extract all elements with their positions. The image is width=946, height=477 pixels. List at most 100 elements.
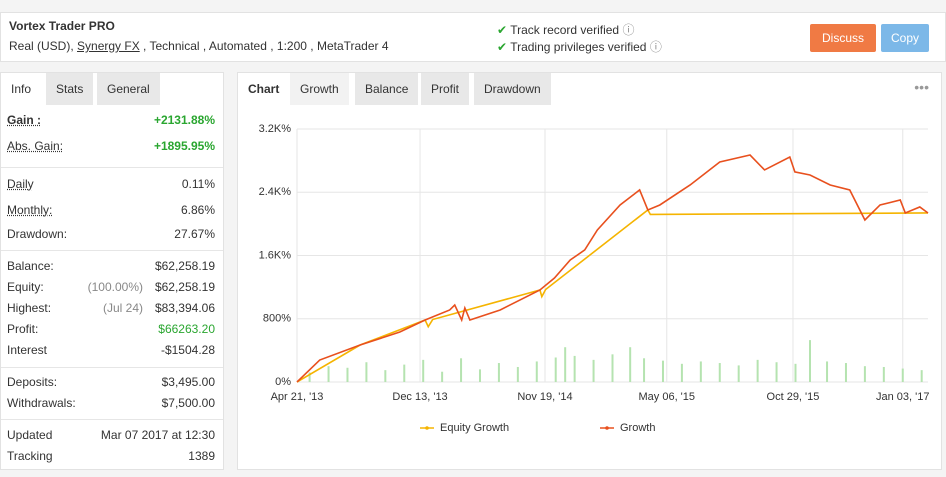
check: ✔ [497,23,508,37]
value: $66263.20 [158,322,215,336]
tab[interactable]: Profit [421,73,470,105]
value: $62,258.19 [154,259,215,273]
bar [564,347,567,382]
text: Track record verified [510,23,620,37]
bar [308,372,311,382]
y-tick-label: 1.6K% [259,249,292,261]
copy-button[interactable]: Copy [881,24,929,52]
stat-row: Balance: $62,258.19 [7,257,215,275]
bar [844,363,847,382]
label: Updated [7,428,53,442]
value: $3,495.00 [161,375,215,389]
info-icon[interactable]: ⓘ [622,23,635,37]
tab[interactable]: Stats [46,73,94,105]
label: Monthly: [7,203,53,217]
tab[interactable]: Drawdown [474,73,551,105]
title: Vortex Trader PRO [9,19,115,33]
label: Profit: [7,322,39,336]
value: 0.11% [181,177,215,191]
tab[interactable]: Growth [290,73,349,105]
label: Withdrawals: [7,396,76,410]
value: 6.86% [180,203,215,217]
account-info: Real (USD), Synergy FX , Technical , Aut… [9,39,389,53]
value: -$1504.28 [160,343,215,357]
label: Abs. Gain: [7,139,64,153]
x-tick-label: Jan 03, '17 [876,391,929,403]
stat-row: Gain : +2131.88% [7,111,215,129]
bar [826,361,829,382]
bar [737,365,740,382]
legend-dot [605,426,609,430]
tab[interactable]: Chart [238,73,290,105]
bar [756,359,759,382]
x-tick-label: Dec 13, '13 [392,391,447,403]
value: 1389 [188,449,215,463]
line [296,154,929,383]
tab[interactable]: Balance [355,73,419,105]
legend-label: Equity Growth [440,422,509,434]
bar [327,366,330,382]
separator [1,167,223,168]
note: (Jul 24) [102,301,143,315]
value: $7,500.00 [161,396,215,410]
value: $83,394.06 [154,301,215,315]
stat-row: Daily 0.11% [7,175,215,193]
bar [901,368,904,382]
bar [554,357,557,382]
text: Real (USD), [9,39,78,53]
bar [680,363,683,382]
stat-row: Interest -$1504.28 [7,341,215,359]
stat-row: Highest: (Jul 24) $83,394.06 [7,299,215,317]
legend-dot [425,426,429,430]
bar [460,358,463,382]
bar [643,358,646,382]
bar [611,354,614,382]
tab[interactable]: General [97,73,160,105]
text: Trading privileges verified [510,40,647,54]
stat-row: Abs. Gain: +1895.95% [7,137,215,155]
label: Tracking [7,449,53,463]
value: +1895.95% [153,139,215,153]
text: , Technical , Automated , 1:200 , MetaTr… [139,39,389,53]
bar [718,363,721,382]
value: +2131.88% [153,113,215,127]
label: Drawdown: [7,227,68,241]
value: 27.67% [174,227,215,241]
separator [1,419,223,420]
stat-row: Deposits: $3,495.00 [7,373,215,391]
bar [365,362,368,382]
bar [592,359,595,382]
label: Balance: [7,259,54,273]
bar [403,364,406,382]
bar [699,361,702,382]
bar [863,366,866,382]
verified: ✔ Track record verified ⓘ [497,21,634,38]
separator [1,250,223,251]
menu[interactable]: ••• [914,79,929,95]
stat-row: Tracking 1389 [7,447,215,465]
y-tick-label: 0% [275,376,291,388]
discuss-button[interactable]: Discuss [810,24,876,52]
bar [629,347,632,382]
header: Vortex Trader PRO Real (USD), Synergy FX… [0,12,946,62]
tab[interactable]: Info [1,73,42,105]
y-tick-label: 800% [263,313,291,325]
y-tick-label: 3.2K% [259,123,292,135]
x-tick-label: May 06, '15 [639,391,696,403]
bar [882,366,885,382]
broker-link[interactable]: Synergy FX [77,39,140,53]
chart-panel: Chart Growth Balance Profit Drawdown ••• [237,72,942,470]
stat-row: Drawdown: 27.67% [7,225,215,243]
stat-row: Withdrawals: $7,500.00 [7,394,215,412]
label: Equity: [7,280,44,294]
legend-label: Growth [620,422,655,434]
info-icon[interactable]: ⓘ [649,40,662,54]
x-tick-label: Nov 19, '14 [517,391,572,403]
x-tick-label: Oct 29, '15 [767,391,820,403]
bar [661,360,664,382]
bar [478,369,481,382]
label: Gain : [7,113,42,127]
label: Deposits: [7,375,58,389]
